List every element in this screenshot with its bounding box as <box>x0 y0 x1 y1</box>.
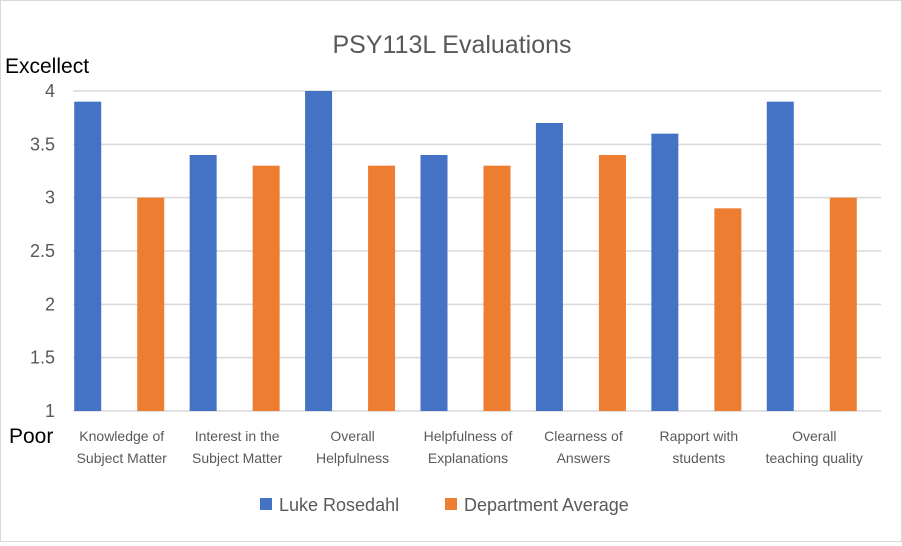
x-tick-label: Helpfulness of <box>424 428 513 444</box>
x-tick-label: Rapport with <box>660 428 739 444</box>
x-tick-label: Helpfulness <box>316 450 389 466</box>
x-tick-label: students <box>672 450 725 466</box>
bar-department-average <box>368 165 396 411</box>
y-tick-label: 2 <box>45 294 55 314</box>
bar-department-average <box>137 197 165 411</box>
x-tick-label: Overall <box>792 428 836 444</box>
y-tick-label: 1 <box>45 401 55 421</box>
x-tick-label: Clearness of <box>544 428 623 444</box>
bar-luke-rosedahl <box>420 155 448 411</box>
x-tick-label: Interest in the <box>195 428 280 444</box>
bar-luke-rosedahl <box>651 133 679 411</box>
x-tick-label: Explanations <box>428 450 508 466</box>
y-bottom-annotation: Poor <box>9 425 53 448</box>
legend-label: Department Average <box>464 495 629 515</box>
y-tick-label: 4 <box>45 81 55 101</box>
bar-luke-rosedahl <box>189 155 217 411</box>
chart-title: PSY113L Evaluations <box>332 31 571 59</box>
bar-luke-rosedahl <box>766 101 794 412</box>
y-top-annotation: Excellect <box>5 55 89 78</box>
bar-luke-rosedahl <box>535 123 563 411</box>
bar-department-average <box>598 155 626 411</box>
x-tick-label: teaching quality <box>766 450 863 466</box>
x-tick-label: Answers <box>557 450 611 466</box>
legend-swatch <box>445 498 457 510</box>
bar-department-average <box>714 208 742 411</box>
y-tick-label: 2.5 <box>30 241 55 261</box>
y-tick-label: 3.5 <box>30 134 55 154</box>
bar-luke-rosedahl <box>305 91 333 411</box>
x-tick-label: Knowledge of <box>79 428 164 444</box>
x-tick-label: Subject Matter <box>192 450 283 466</box>
x-tick-label: Subject Matter <box>77 450 168 466</box>
bar-department-average <box>252 165 280 411</box>
x-tick-label: Overall <box>330 428 374 444</box>
legend-swatch <box>260 498 272 510</box>
bar-luke-rosedahl <box>74 101 102 412</box>
legend-label: Luke Rosedahl <box>279 495 399 515</box>
bar-department-average <box>829 197 857 411</box>
y-tick-label: 1.5 <box>30 348 55 368</box>
bar-department-average <box>483 165 511 411</box>
y-tick-label: 3 <box>45 188 55 208</box>
